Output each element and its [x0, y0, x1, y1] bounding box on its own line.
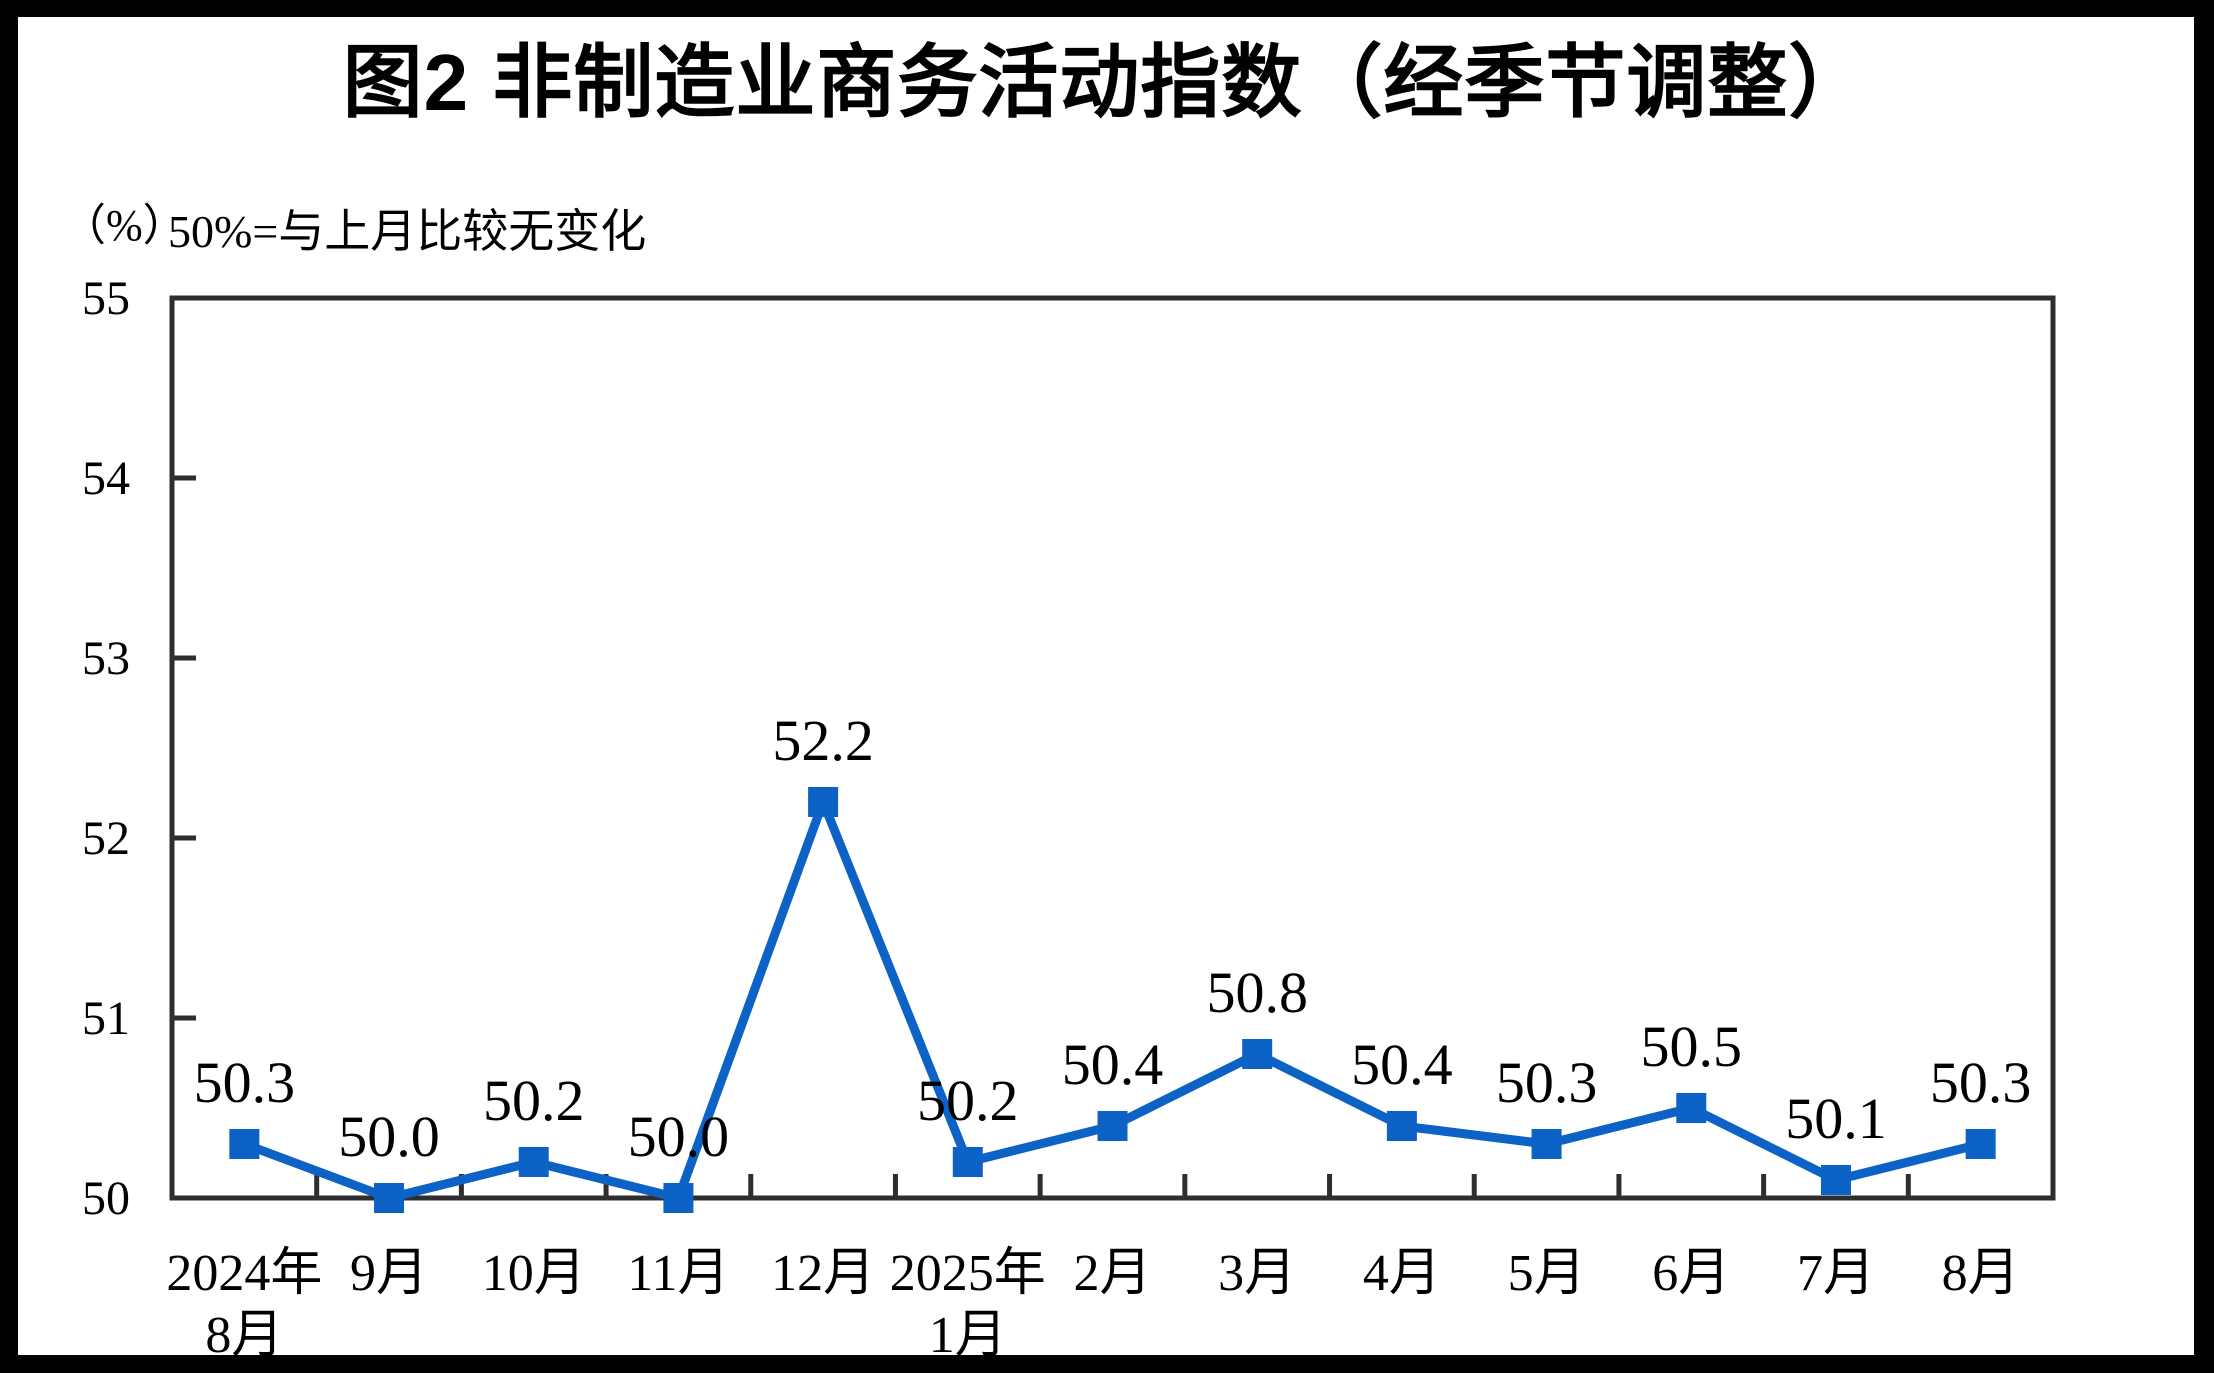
x-tick-label: 5月 — [1508, 1245, 1586, 1302]
data-point-label: 50.0 — [338, 1104, 440, 1169]
y-tick-label: 54 — [82, 452, 130, 505]
reference-note: 50%=与上月比较无变化 — [168, 206, 647, 257]
data-point-marker — [1386, 1111, 1417, 1141]
data-point-label: 50.3 — [1496, 1050, 1598, 1115]
y-tick-label: 55 — [82, 272, 130, 325]
x-tick-label: 2024年 — [166, 1245, 322, 1302]
y-tick-label: 50 — [82, 1172, 130, 1225]
x-tick-label: 12月 — [771, 1245, 875, 1302]
data-point-marker — [229, 1129, 260, 1159]
plot-frame — [169, 295, 2056, 1201]
x-tick-label: 9月 — [350, 1245, 428, 1302]
data-point-marker — [1242, 1039, 1273, 1069]
data-point-marker — [1531, 1129, 1562, 1159]
y-axis-unit-label: （%） — [62, 201, 187, 250]
data-point-marker — [518, 1147, 549, 1177]
data-point-label: 50.0 — [628, 1104, 730, 1169]
data-point-label: 50.8 — [1206, 960, 1308, 1025]
data-point-label: 50.1 — [1785, 1086, 1887, 1151]
data-point-label: 52.2 — [772, 708, 874, 773]
y-tick-label: 52 — [82, 812, 130, 865]
chart-title: 图2 非制造业商务活动指数（经季节调整） — [342, 38, 1870, 127]
x-tick-label: 2月 — [1073, 1245, 1151, 1302]
y-tick-label: 51 — [82, 992, 130, 1045]
data-point-label: 50.5 — [1641, 1014, 1743, 1079]
x-tick-label: 10月 — [482, 1245, 586, 1302]
data-point-label: 50.2 — [483, 1068, 585, 1133]
y-tick-label: 53 — [82, 632, 130, 685]
data-point-marker — [663, 1183, 694, 1213]
data-point-label: 50.2 — [917, 1068, 1019, 1133]
x-tick-label: 8月 — [1942, 1245, 2020, 1302]
data-point-label: 50.3 — [1930, 1050, 2032, 1115]
data-point-marker — [1097, 1111, 1128, 1141]
data-point-marker — [1820, 1165, 1851, 1195]
data-point-marker — [1965, 1129, 1996, 1159]
x-tick-label-line2: 1月 — [929, 1307, 1007, 1355]
x-tick-label-line2: 8月 — [205, 1307, 283, 1355]
x-tick-label: 7月 — [1797, 1245, 1875, 1302]
data-point-label: 50.4 — [1351, 1032, 1453, 1097]
data-point-marker — [1676, 1093, 1707, 1123]
data-point-label: 50.3 — [194, 1050, 296, 1115]
x-tick-label: 6月 — [1652, 1245, 1730, 1302]
x-tick-label: 3月 — [1218, 1245, 1296, 1302]
x-tick-label: 11月 — [627, 1245, 729, 1302]
x-tick-label: 4月 — [1363, 1245, 1441, 1302]
data-point-marker — [808, 787, 839, 817]
chart-canvas: 图2 非制造业商务活动指数（经季节调整） （%） 50%=与上月比较无变化 50… — [18, 17, 2194, 1355]
x-tick-label: 2025年 — [890, 1245, 1046, 1302]
data-point-marker — [374, 1183, 405, 1213]
data-point-marker — [952, 1147, 983, 1177]
line-chart: 50 51 52 53 54 55 2024年 8月 9月 10月 11月 12月 2025年 1月 2月 3… — [82, 272, 2056, 1355]
data-point-label: 50.4 — [1062, 1032, 1164, 1097]
